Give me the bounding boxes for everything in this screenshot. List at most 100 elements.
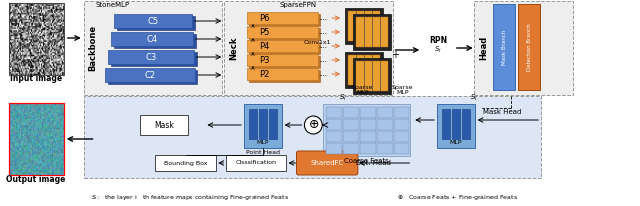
- Bar: [259, 109, 267, 139]
- Bar: [343, 131, 359, 142]
- Bar: [442, 109, 450, 139]
- Bar: [269, 109, 276, 139]
- Text: $S_i$: $S_i$: [470, 93, 477, 103]
- Text: Conv1x1: Conv1x1: [303, 40, 331, 44]
- Text: Input image: Input image: [10, 74, 62, 82]
- Bar: [117, 16, 195, 30]
- Bar: [360, 131, 376, 142]
- Bar: [343, 143, 359, 154]
- Text: Head: Head: [479, 36, 488, 60]
- Text: SparseFPN: SparseFPN: [280, 2, 317, 8]
- Bar: [247, 26, 318, 38]
- Text: C2: C2: [145, 70, 156, 80]
- Bar: [326, 131, 342, 142]
- Bar: [345, 8, 383, 44]
- Bar: [10, 103, 64, 175]
- Bar: [326, 119, 342, 130]
- Bar: [345, 52, 383, 88]
- Bar: [360, 143, 376, 154]
- Circle shape: [305, 116, 322, 134]
- Bar: [140, 115, 188, 135]
- Bar: [377, 131, 392, 142]
- Text: SharedFC: SharedFC: [310, 160, 344, 166]
- Text: RPN: RPN: [429, 35, 447, 44]
- Bar: [247, 54, 318, 66]
- Bar: [474, 1, 573, 95]
- Bar: [108, 70, 198, 84]
- Bar: [108, 50, 193, 64]
- Bar: [377, 107, 392, 118]
- Bar: [155, 155, 216, 171]
- Text: Output image: Output image: [6, 176, 66, 185]
- Bar: [249, 56, 320, 68]
- Bar: [343, 107, 359, 118]
- Text: C3: C3: [145, 53, 157, 62]
- Bar: [353, 14, 390, 50]
- Bar: [518, 4, 540, 90]
- Bar: [360, 119, 376, 130]
- Text: StoneMLP: StoneMLP: [95, 2, 129, 8]
- Bar: [356, 17, 388, 47]
- Text: Detection Branch: Detection Branch: [527, 23, 532, 71]
- Text: C4: C4: [147, 34, 157, 43]
- Bar: [462, 109, 470, 139]
- Bar: [249, 70, 320, 82]
- Text: Clsssification: Clsssification: [236, 160, 276, 165]
- Text: C5: C5: [147, 16, 159, 26]
- Bar: [115, 14, 191, 28]
- Text: $\oplus$   Coarse Feats + Fine-grained Feats: $\oplus$ Coarse Feats + Fine-grained Fea…: [397, 193, 518, 202]
- Text: $S_i$: $S_i$: [339, 93, 347, 103]
- Bar: [394, 143, 410, 154]
- Bar: [249, 109, 257, 139]
- Bar: [343, 119, 359, 130]
- Text: +: +: [392, 50, 399, 60]
- Text: Mask Head: Mask Head: [483, 109, 521, 115]
- Bar: [452, 109, 460, 139]
- Text: Det. Head: Det. Head: [356, 160, 391, 166]
- Bar: [106, 68, 195, 82]
- Bar: [10, 3, 64, 75]
- Text: P2: P2: [260, 69, 270, 78]
- Bar: [247, 40, 318, 52]
- Bar: [323, 104, 410, 156]
- Bar: [249, 14, 320, 26]
- Bar: [84, 96, 541, 178]
- Text: MLP: MLP: [356, 89, 369, 95]
- Bar: [249, 42, 320, 54]
- Text: MLP: MLP: [450, 140, 462, 145]
- Bar: [249, 28, 320, 40]
- Text: Bounding Box: Bounding Box: [164, 160, 207, 165]
- Text: ....: ....: [319, 43, 328, 49]
- Bar: [356, 61, 388, 91]
- Text: P6: P6: [260, 14, 270, 22]
- Bar: [247, 68, 318, 80]
- Bar: [244, 104, 282, 148]
- Bar: [247, 12, 318, 24]
- Text: Mask Branch: Mask Branch: [502, 29, 507, 65]
- Bar: [348, 11, 380, 41]
- Bar: [326, 107, 342, 118]
- Text: MLP: MLP: [396, 89, 409, 95]
- Bar: [394, 131, 410, 142]
- Bar: [493, 4, 515, 90]
- Text: ....: ....: [319, 29, 328, 35]
- Text: Neck: Neck: [230, 36, 239, 60]
- Bar: [111, 52, 196, 66]
- Text: ....: ....: [319, 57, 328, 63]
- Text: Coarse Feats: Coarse Feats: [344, 158, 389, 164]
- Text: P4: P4: [260, 41, 270, 50]
- Text: $S_i$:   the layer i   th feature maps containing Fine-grained Feats: $S_i$: the layer i th feature maps conta…: [91, 193, 289, 202]
- Text: ....: ....: [319, 71, 328, 77]
- Bar: [111, 32, 193, 46]
- Bar: [224, 1, 392, 95]
- Bar: [226, 155, 285, 171]
- Text: Point Head: Point Head: [246, 151, 280, 156]
- Bar: [84, 1, 222, 95]
- Bar: [377, 143, 392, 154]
- Text: Backbone: Backbone: [88, 25, 97, 71]
- FancyBboxPatch shape: [296, 151, 358, 175]
- Bar: [115, 34, 195, 48]
- Bar: [326, 143, 342, 154]
- Bar: [353, 58, 390, 94]
- Text: ....: ....: [319, 15, 328, 21]
